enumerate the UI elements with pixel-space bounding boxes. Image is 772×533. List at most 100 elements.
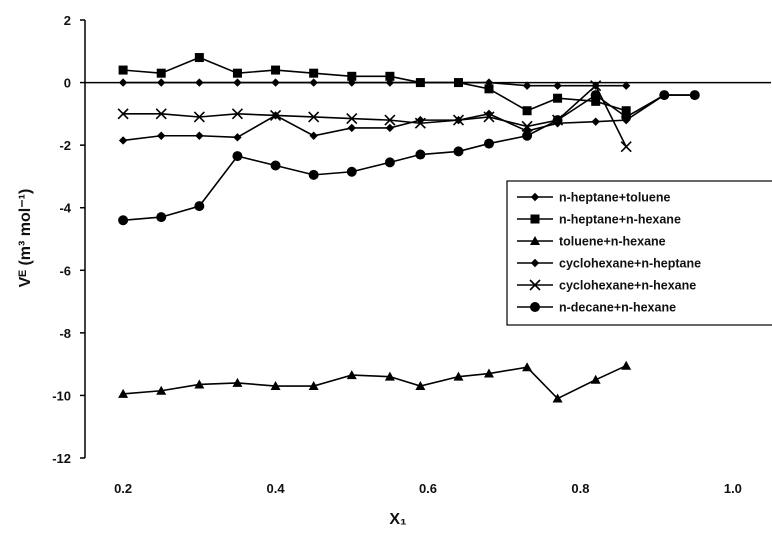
- data-point: [118, 215, 129, 226]
- series-toluene+n-hexane: [118, 360, 632, 403]
- data-point: [553, 93, 563, 103]
- data-point: [270, 160, 281, 171]
- data-point: [415, 381, 426, 391]
- data-point: [620, 141, 632, 153]
- data-point: [309, 68, 319, 78]
- data-point: [231, 108, 244, 120]
- data-point: [384, 157, 395, 168]
- data-point: [308, 111, 320, 123]
- data-point: [271, 65, 281, 75]
- data-point: [483, 138, 494, 149]
- series-n-decane+n-hexane: [118, 90, 700, 226]
- legend-item: n-heptane+toluene: [517, 191, 671, 205]
- y-ticks: 2 0 -2 -4 -6 -8 -10 -12: [52, 13, 85, 466]
- data-point: [346, 370, 357, 380]
- data-point: [156, 212, 167, 223]
- x-tick-label: 0.2: [114, 481, 132, 496]
- data-point: [522, 106, 532, 116]
- data-point: [156, 385, 167, 395]
- y-tick-label: -10: [52, 388, 71, 403]
- data-point: [384, 371, 395, 381]
- data-point: [117, 108, 129, 120]
- data-point: [591, 117, 600, 126]
- data-point: [522, 362, 533, 372]
- data-point: [659, 90, 670, 101]
- y-tick-label: -2: [59, 138, 71, 153]
- data-point: [484, 84, 494, 94]
- legend-item: cyclohexane+n-heptane: [517, 257, 701, 271]
- data-point: [156, 68, 166, 78]
- data-point: [118, 388, 129, 398]
- data-point: [157, 78, 166, 87]
- data-point: [194, 201, 205, 212]
- data-point: [308, 169, 319, 180]
- legend: n-heptane+toluene n-heptane+n-hexane tolue…: [506, 180, 772, 326]
- data-point: [194, 379, 205, 389]
- data-point: [483, 111, 495, 123]
- data-point: [233, 133, 242, 142]
- data-point: [194, 53, 204, 63]
- data-point: [385, 123, 395, 133]
- legend-marker: [530, 302, 540, 312]
- data-point: [270, 381, 281, 391]
- data-point: [483, 368, 494, 378]
- x-tick-label: 1.0: [724, 481, 742, 496]
- data-point: [521, 120, 533, 132]
- legend-label: cyclohexane+n-heptane: [559, 257, 701, 271]
- legend-box: [506, 180, 772, 326]
- data-point: [232, 151, 243, 162]
- y-tick-label: -4: [59, 201, 71, 216]
- data-point: [346, 166, 357, 177]
- data-point: [385, 71, 395, 81]
- legend-item: cyclohexane+n-hexane: [517, 279, 696, 293]
- data-point: [157, 131, 166, 140]
- data-point: [193, 111, 205, 123]
- legend-item: n-decane+n-hexane: [517, 301, 676, 315]
- x-tick-label: 0.6: [419, 481, 437, 496]
- data-point: [346, 112, 358, 125]
- data-point: [453, 146, 464, 157]
- legend-label: n-heptane+n-hexane: [559, 213, 681, 227]
- legend-label: n-heptane+toluene: [559, 191, 671, 205]
- data-point: [195, 131, 204, 140]
- data-point: [453, 78, 463, 88]
- data-point: [552, 393, 563, 403]
- data-point: [621, 106, 631, 116]
- series-n-heptane+n-hexane: [118, 53, 631, 116]
- x-tick-label: 0.4: [267, 481, 286, 496]
- legend-marker: [530, 236, 540, 245]
- data-point: [118, 65, 128, 75]
- y-tick-label: -12: [52, 451, 71, 466]
- legend-marker: [529, 279, 541, 291]
- data-point: [271, 78, 280, 87]
- y-tick-label: -8: [59, 326, 71, 341]
- data-point: [309, 131, 318, 140]
- legend-marker: [530, 258, 540, 268]
- legend-label: toluene+n-hexane: [559, 235, 666, 249]
- legend-item: n-heptane+n-hexane: [517, 213, 681, 227]
- data-point: [195, 78, 204, 87]
- data-point: [232, 377, 243, 387]
- data-point: [621, 360, 632, 370]
- data-point: [384, 114, 396, 126]
- legend-marker: [530, 192, 540, 202]
- data-point: [621, 81, 631, 90]
- data-point: [414, 117, 426, 129]
- data-point: [590, 90, 601, 101]
- data-point: [453, 371, 464, 381]
- y-axis-title: Vᴱ (m³ mol⁻¹): [17, 189, 34, 288]
- data-point: [553, 81, 562, 90]
- data-point: [590, 80, 602, 92]
- data-point: [118, 136, 128, 145]
- data-point: [269, 109, 282, 121]
- x-axis-title: X₁: [389, 511, 407, 528]
- series-cyclohexane+n-hexane: [117, 80, 632, 153]
- data-point: [232, 68, 242, 78]
- series-n-heptane+toluene: [118, 78, 631, 90]
- data-point: [233, 78, 242, 87]
- legend-label: n-decane+n-hexane: [559, 301, 676, 315]
- series-line: [123, 94, 695, 142]
- data-point: [621, 111, 632, 122]
- y-tick-label: 0: [64, 76, 71, 91]
